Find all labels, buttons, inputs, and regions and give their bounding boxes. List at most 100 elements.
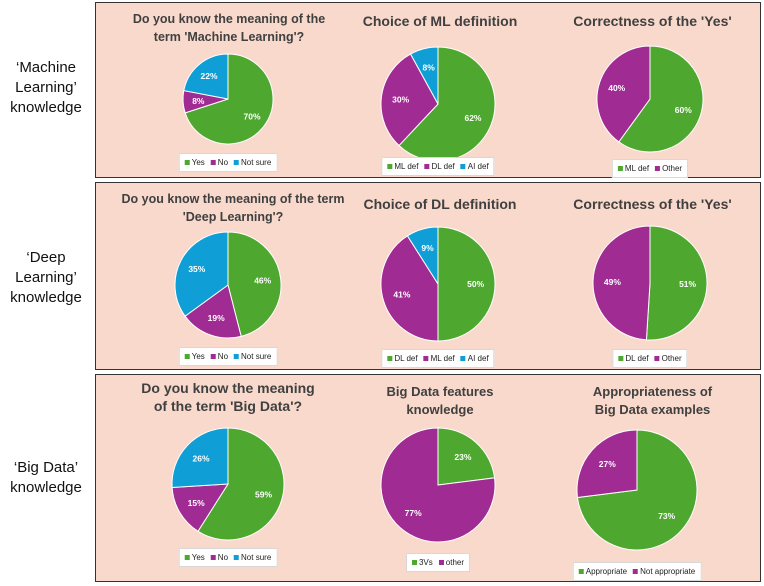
legend-item: No xyxy=(210,158,229,167)
data-label: 73% xyxy=(658,511,675,521)
legend-dl-definition: DL def ML def AI def xyxy=(381,349,495,368)
legend-item: Not appropriate xyxy=(633,567,695,576)
legend-swatch xyxy=(617,166,623,171)
pie-slice-not-sure xyxy=(174,231,229,317)
pie-chart-bd-appropriateness: 73% 27% xyxy=(576,429,698,551)
row-label-machine-learning: ‘Machine Learning’ knowledge xyxy=(10,59,82,116)
legend-item: No xyxy=(210,352,229,361)
legend-swatch xyxy=(210,555,216,560)
data-label: 15% xyxy=(188,498,205,508)
legend-item: DL def xyxy=(424,162,455,171)
legend-ml-correctness: ML def Other xyxy=(611,159,689,178)
legend-label: Yes xyxy=(191,158,205,167)
pie-slice-ai-def xyxy=(406,226,439,286)
legend-swatch xyxy=(460,164,466,169)
data-label: 77% xyxy=(405,508,422,518)
data-label: 8% xyxy=(422,63,435,73)
pie-slice-yes xyxy=(184,53,274,145)
legend-label: ML def xyxy=(624,164,650,173)
pie-chart-ml-meaning: 70% 8% 22% xyxy=(182,53,274,145)
data-label: 41% xyxy=(393,289,410,299)
row-label-deep-learning: ‘Deep Learning’ knowledge xyxy=(10,249,82,306)
pie-slice-not-sure xyxy=(171,427,229,489)
legend-item: ML def xyxy=(423,354,455,363)
legend-item: AI def xyxy=(460,162,489,171)
legend-label: Yes xyxy=(191,553,205,562)
data-label: 70% xyxy=(244,111,261,121)
legend-dl-correctness: DL def Other xyxy=(612,349,688,368)
data-label: 35% xyxy=(188,264,205,274)
pie-slice-ml-def xyxy=(618,45,704,153)
legend-swatch xyxy=(184,160,190,165)
data-label: 51% xyxy=(679,279,696,289)
legend-label: ML def xyxy=(394,162,419,171)
chart-title-bd-appropriateness: Appropriateness of Big Data examples xyxy=(592,384,713,417)
legend-label: ML def xyxy=(430,354,455,363)
legend-label: No xyxy=(217,158,229,167)
pie-slice-3vs xyxy=(437,427,496,486)
legend-label: Not appropriate xyxy=(640,567,696,576)
pie-chart-dl-correctness: 51% 49% xyxy=(592,225,708,341)
legend-swatch xyxy=(387,164,393,169)
pie-slice-yes xyxy=(197,427,285,541)
legend-ml-definition: ML def DL def AI def xyxy=(381,157,495,176)
legend-swatch xyxy=(184,354,190,359)
legend-swatch xyxy=(460,356,466,361)
pie-chart-ml-correctness: 60% 40% xyxy=(596,45,704,153)
legend-label: DL def xyxy=(625,354,649,363)
legend-item: Appropriate xyxy=(578,567,628,576)
legend-item: Yes xyxy=(184,553,205,562)
legend-label: Yes xyxy=(191,352,205,361)
data-label: 9% xyxy=(421,243,434,253)
pie-slice-dl-def xyxy=(380,53,439,147)
legend-swatch xyxy=(655,166,661,171)
pie-slice-ai-def xyxy=(409,46,439,105)
data-label: 60% xyxy=(675,105,692,115)
data-label: 62% xyxy=(464,113,481,123)
legend-item: No xyxy=(210,553,228,562)
legend-bd-meaning: Yes No Not sure xyxy=(178,548,278,567)
legend-swatch xyxy=(234,160,240,165)
legend-item: Other xyxy=(655,164,682,173)
data-label: 46% xyxy=(254,276,271,286)
legend-swatch xyxy=(618,356,624,361)
data-label: 23% xyxy=(454,452,471,462)
chart-title-bd-meaning: Do you know the meaning of the term 'Big… xyxy=(141,380,315,414)
pie-slice-other xyxy=(592,225,651,341)
legend-label: No xyxy=(217,352,229,361)
legend-swatch xyxy=(411,560,417,565)
legend-swatch xyxy=(633,569,639,574)
data-label: 26% xyxy=(193,454,210,464)
legend-label: AI def xyxy=(467,354,489,363)
legend-swatch xyxy=(654,356,660,361)
legend-item: ML def xyxy=(387,162,418,171)
legend-label: Appropriate xyxy=(585,567,628,576)
legend-item: DL def xyxy=(387,354,418,363)
legend-item: Yes xyxy=(184,352,205,361)
data-label: 49% xyxy=(604,277,621,287)
legend-swatch xyxy=(184,555,190,560)
pie-slice-yes xyxy=(227,231,282,337)
pie-slice-no xyxy=(171,483,229,532)
legend-label: Other xyxy=(662,164,683,173)
data-label: 30% xyxy=(392,94,409,104)
data-label: 59% xyxy=(255,489,272,499)
data-label: 19% xyxy=(208,313,225,323)
legend-item: Yes xyxy=(184,158,205,167)
pie-chart-dl-definition: 50% 41% 9% xyxy=(380,226,496,342)
chart-title-ml-correctness: Correctness of the 'Yes' xyxy=(573,13,732,29)
legend-label: Not sure xyxy=(241,158,272,167)
legend-swatch xyxy=(424,164,430,169)
legend-item: Not sure xyxy=(234,158,271,167)
legend-label: Not sure xyxy=(241,553,272,562)
legend-label: Not sure xyxy=(241,352,272,361)
legend-item: Not sure xyxy=(234,352,271,361)
chart-title-ml-definition: Choice of ML definition xyxy=(362,13,518,29)
pie-chart-dl-meaning: 46% 19% 35% xyxy=(174,231,282,339)
legend-label: AI def xyxy=(467,162,489,171)
data-label: 8% xyxy=(192,96,205,106)
pie-slice-other xyxy=(380,427,496,543)
pie-slice-not-sure xyxy=(183,53,229,100)
legend-swatch xyxy=(438,560,444,565)
legend-ml-meaning: Yes No Not sure xyxy=(178,153,278,172)
